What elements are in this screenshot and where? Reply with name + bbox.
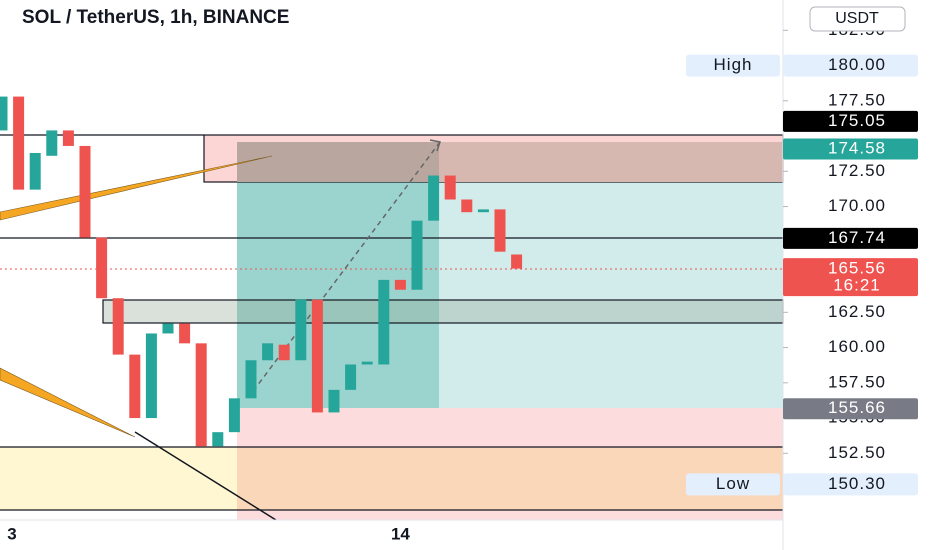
body [0,96,8,131]
price-badge-label: 167.74 [828,228,886,247]
body [179,323,191,344]
zone-yellow [0,447,237,510]
last-price-label: 165.56 [828,259,886,278]
drawings [0,134,784,521]
price-badge-label: 174.58 [828,138,886,157]
high-name: High [714,55,753,74]
body [96,237,108,299]
price-axis: 182.50177.50172.50170.00162.50160.00157.… [686,20,918,496]
trend-line [134,431,277,521]
last-price-badge [783,258,918,297]
body [29,152,41,190]
y-tick-label: 160.00 [828,337,886,356]
body [394,279,406,290]
low-value: 150.30 [828,474,886,493]
wedge [0,155,273,221]
x-tick-label: 3 [7,524,16,543]
price-badge [783,110,918,132]
body [477,209,489,213]
chart-title: SOL / TetherUS, 1h, BINANCE [22,7,289,28]
body [511,254,523,269]
body [411,220,423,290]
body [245,360,257,399]
body [345,364,357,390]
body [228,398,240,433]
y-tick-label: 157.50 [828,372,886,391]
y-tick-label: 177.50 [828,90,886,109]
low-name-box [686,473,780,496]
high-name-box [686,54,780,77]
body [262,343,274,361]
target-zone-filled [237,182,439,408]
price-badge [783,227,918,249]
body [62,130,74,146]
body [378,279,390,365]
body [112,298,124,355]
x-tick-label: 14 [391,524,410,543]
body [212,432,224,447]
body [328,389,340,413]
countdown: 16:21 [833,276,881,295]
high-value: 180.00 [828,55,886,74]
body [461,199,473,213]
body [145,333,157,419]
body [295,299,307,361]
y-tick-label: 172.50 [828,161,886,180]
body [311,299,323,413]
currency[interactable]: USDT [835,10,879,27]
arrow-head [429,139,441,152]
price-badge [783,138,918,160]
body [361,361,373,365]
low-name: Low [716,474,750,493]
body [494,209,506,252]
body [428,175,440,221]
wedge [0,367,136,438]
y-tick-label: 162.50 [828,302,886,321]
price-badge [783,398,918,420]
body [46,130,58,156]
body [162,323,174,334]
y-tick-label: 170.00 [828,196,886,215]
body [444,175,456,200]
zone-overlap-filled [237,142,439,182]
currency-box[interactable] [809,6,906,32]
zone-grey [102,299,784,324]
body [13,96,25,190]
body [195,343,207,447]
candles [0,96,523,447]
price-badge-label: 155.66 [828,398,886,417]
y-tick-label: 152.50 [828,443,886,462]
high-value-box [783,54,918,77]
body [79,145,91,238]
low-value-box [783,473,918,496]
body [278,344,290,361]
price-badge-label: 175.05 [828,111,886,130]
body [129,354,141,419]
